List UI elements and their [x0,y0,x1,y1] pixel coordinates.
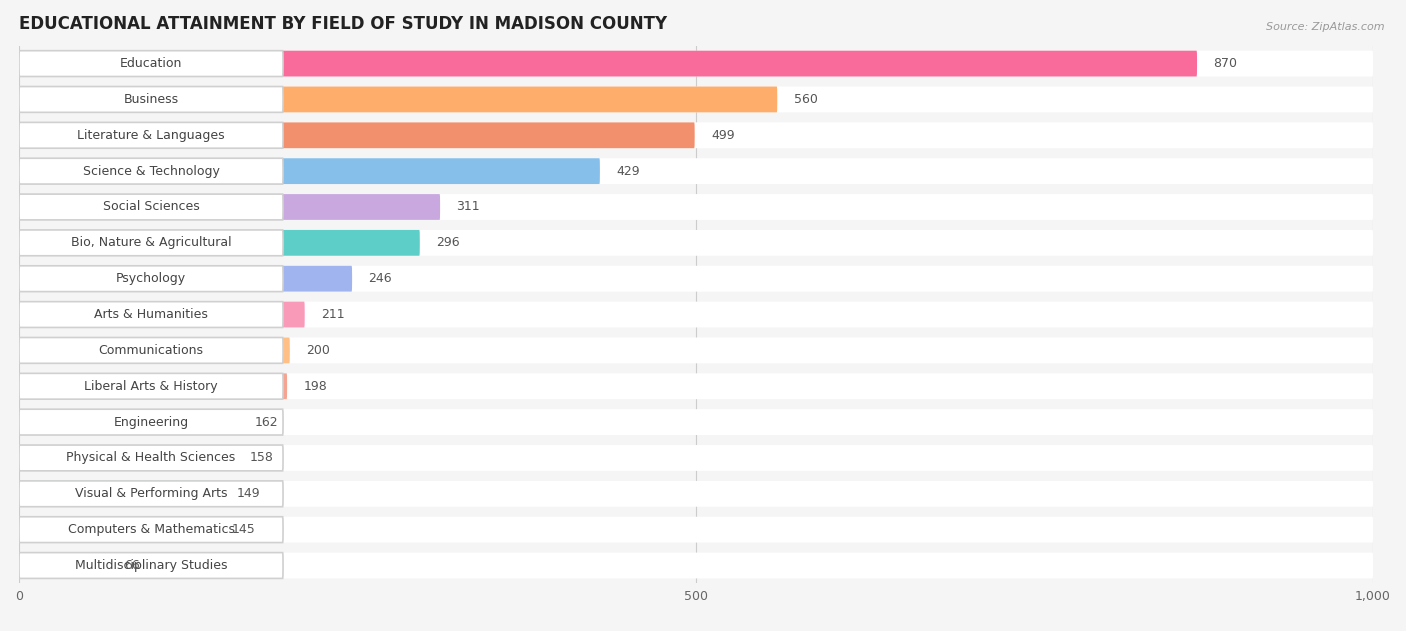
FancyBboxPatch shape [20,481,283,507]
FancyBboxPatch shape [20,517,215,543]
Text: Psychology: Psychology [115,272,186,285]
FancyBboxPatch shape [20,517,283,543]
Text: Visual & Performing Arts: Visual & Performing Arts [75,487,228,500]
Text: 149: 149 [238,487,260,500]
FancyBboxPatch shape [20,230,283,256]
Text: 429: 429 [616,165,640,178]
FancyBboxPatch shape [20,194,440,220]
Text: Liberal Arts & History: Liberal Arts & History [84,380,218,392]
FancyBboxPatch shape [20,266,352,292]
FancyBboxPatch shape [20,50,283,76]
FancyBboxPatch shape [20,374,283,399]
FancyBboxPatch shape [20,230,420,256]
FancyBboxPatch shape [20,409,239,435]
Text: 311: 311 [457,201,479,213]
FancyBboxPatch shape [20,158,283,184]
FancyBboxPatch shape [20,374,1374,399]
FancyBboxPatch shape [20,338,283,363]
Text: 499: 499 [711,129,734,142]
FancyBboxPatch shape [20,158,1374,184]
FancyBboxPatch shape [20,266,283,292]
FancyBboxPatch shape [20,338,290,363]
FancyBboxPatch shape [20,122,1374,148]
Text: Communications: Communications [98,344,204,357]
FancyBboxPatch shape [20,302,283,327]
Text: 246: 246 [368,272,392,285]
Text: Engineering: Engineering [114,416,188,428]
Text: Bio, Nature & Agricultural: Bio, Nature & Agricultural [70,237,232,249]
FancyBboxPatch shape [20,481,1374,507]
Text: Computers & Mathematics: Computers & Mathematics [67,523,235,536]
FancyBboxPatch shape [20,409,1374,435]
FancyBboxPatch shape [20,230,1374,256]
FancyBboxPatch shape [20,194,283,220]
FancyBboxPatch shape [20,553,108,579]
Text: 560: 560 [793,93,817,106]
Text: Physical & Health Sciences: Physical & Health Sciences [66,451,236,464]
Text: Arts & Humanities: Arts & Humanities [94,308,208,321]
FancyBboxPatch shape [20,338,1374,363]
FancyBboxPatch shape [20,122,283,148]
FancyBboxPatch shape [20,553,1374,579]
FancyBboxPatch shape [20,266,1374,292]
FancyBboxPatch shape [20,194,1374,220]
FancyBboxPatch shape [20,302,305,327]
FancyBboxPatch shape [20,302,1374,327]
Text: Literature & Languages: Literature & Languages [77,129,225,142]
Text: 198: 198 [304,380,328,392]
Text: 200: 200 [307,344,330,357]
FancyBboxPatch shape [20,445,283,471]
Text: 66: 66 [125,559,141,572]
FancyBboxPatch shape [20,158,600,184]
FancyBboxPatch shape [20,50,1374,76]
FancyBboxPatch shape [20,409,283,435]
Text: 162: 162 [254,416,278,428]
Text: Education: Education [120,57,183,70]
Text: Business: Business [124,93,179,106]
Text: 870: 870 [1213,57,1237,70]
FancyBboxPatch shape [20,445,1374,471]
FancyBboxPatch shape [20,445,233,471]
Text: Source: ZipAtlas.com: Source: ZipAtlas.com [1267,22,1385,32]
Text: 296: 296 [436,237,460,249]
Text: Social Sciences: Social Sciences [103,201,200,213]
Text: Multidisciplinary Studies: Multidisciplinary Studies [75,559,228,572]
Text: 211: 211 [321,308,344,321]
FancyBboxPatch shape [20,50,1197,76]
Text: 145: 145 [232,523,256,536]
FancyBboxPatch shape [20,86,1374,112]
FancyBboxPatch shape [20,374,287,399]
FancyBboxPatch shape [20,86,283,112]
Text: EDUCATIONAL ATTAINMENT BY FIELD OF STUDY IN MADISON COUNTY: EDUCATIONAL ATTAINMENT BY FIELD OF STUDY… [20,15,666,33]
Text: 158: 158 [249,451,273,464]
FancyBboxPatch shape [20,86,778,112]
FancyBboxPatch shape [20,553,283,579]
FancyBboxPatch shape [20,122,695,148]
FancyBboxPatch shape [20,517,1374,543]
Text: Science & Technology: Science & Technology [83,165,219,178]
FancyBboxPatch shape [20,481,221,507]
